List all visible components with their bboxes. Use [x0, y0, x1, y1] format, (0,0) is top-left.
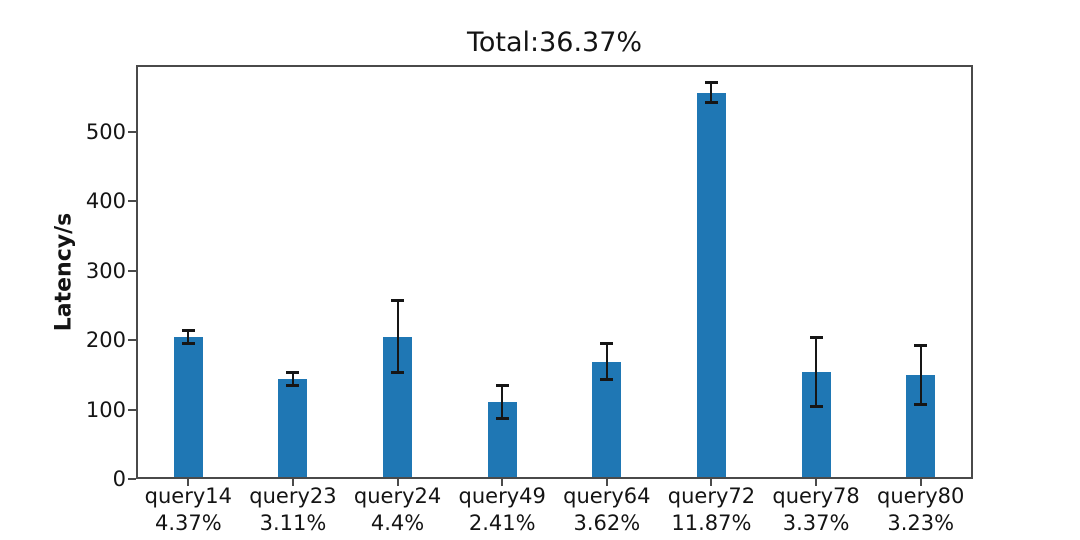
- x-category-name: query80: [877, 484, 965, 508]
- y-tick-label: 200: [85, 328, 126, 353]
- y-tick-label: 0: [112, 467, 126, 491]
- error-bar-query64: [605, 342, 608, 381]
- x-tick-label-query72: query72 11.87%: [646, 483, 776, 537]
- x-category-percent: 3.11%: [259, 511, 327, 535]
- x-category-name: query64: [563, 484, 651, 508]
- error-bar-query24: [396, 299, 399, 374]
- x-tick-label-query78: query78 3.37%: [751, 483, 881, 537]
- y-tick-label: 400: [85, 189, 126, 214]
- x-tick-mark-query24: [396, 479, 399, 486]
- error-cap-top-query72: [704, 81, 718, 85]
- y-tick-label: 100: [85, 397, 126, 422]
- x-category-name: query72: [667, 484, 756, 508]
- x-tick-mark-query64: [605, 479, 608, 486]
- x-category-name: query78: [772, 484, 860, 508]
- x-tick-label-query80: query80 3.23%: [856, 483, 986, 537]
- y-tick-mark: [128, 200, 136, 203]
- plot-area: [136, 65, 973, 479]
- x-category-percent: 3.62%: [573, 511, 641, 535]
- y-tick-mark: [128, 339, 136, 342]
- error-cap-top-query80: [914, 343, 928, 347]
- error-cap-top-query24: [391, 298, 405, 302]
- x-category-percent: 4.37%: [154, 511, 222, 535]
- x-category-percent: 3.23%: [887, 511, 955, 535]
- x-tick-mark-query49: [501, 479, 504, 486]
- error-bar-query80: [919, 344, 922, 405]
- error-bar-query14: [187, 330, 190, 345]
- x-tick-mark-query14: [187, 479, 190, 486]
- error-cap-bottom-query78: [809, 404, 823, 408]
- error-cap-top-query23: [286, 371, 300, 375]
- error-bar-query72: [710, 82, 713, 104]
- x-category-name: query14: [144, 484, 232, 508]
- x-tick-label-query23: query23 3.11%: [228, 483, 358, 537]
- x-tick-mark-query72: [710, 479, 713, 486]
- y-tick-label: 300: [85, 258, 126, 283]
- error-cap-bottom-query72: [704, 101, 718, 105]
- error-cap-top-query64: [600, 341, 614, 345]
- y-tick-label: 500: [85, 119, 126, 144]
- bar-query14: [173, 337, 203, 477]
- error-cap-bottom-query64: [600, 378, 614, 382]
- y-tick-mark: [128, 408, 136, 411]
- x-category-name: query24: [353, 484, 442, 508]
- error-cap-bottom-query14: [181, 342, 195, 346]
- x-category-name: query49: [458, 484, 546, 508]
- y-tick-mark: [128, 130, 136, 133]
- error-cap-bottom-query49: [495, 416, 509, 420]
- y-tick-mark: [128, 269, 136, 272]
- error-bar-query49: [501, 385, 504, 419]
- error-cap-top-query14: [181, 329, 195, 333]
- x-tick-mark-query78: [815, 479, 818, 486]
- x-category-name: query23: [249, 484, 337, 508]
- x-tick-mark-query80: [919, 479, 922, 486]
- bar-query72: [696, 92, 726, 477]
- error-cap-bottom-query80: [914, 402, 928, 406]
- error-cap-top-query78: [809, 336, 823, 340]
- error-cap-bottom-query23: [286, 383, 300, 387]
- x-tick-label-query64: query64 3.62%: [542, 483, 672, 537]
- x-category-percent: 11.87%: [671, 511, 752, 535]
- error-cap-bottom-query24: [391, 371, 405, 375]
- x-category-percent: 2.41%: [468, 511, 536, 535]
- error-bar-query78: [815, 337, 818, 407]
- x-tick-mark-query23: [291, 479, 294, 486]
- x-tick-label-query24: query24 4.4%: [333, 483, 463, 537]
- error-bar-query23: [291, 372, 294, 386]
- chart-title: Total:36.37%: [466, 27, 643, 58]
- x-category-percent: 4.4%: [370, 511, 425, 535]
- x-category-percent: 3.37%: [782, 511, 850, 535]
- error-cap-top-query49: [495, 384, 509, 388]
- bar-query23: [278, 378, 308, 477]
- x-tick-label-query49: query49 2.41%: [437, 483, 567, 537]
- x-tick-label-query14: query14 4.37%: [123, 483, 253, 537]
- y-tick-mark: [128, 478, 136, 480]
